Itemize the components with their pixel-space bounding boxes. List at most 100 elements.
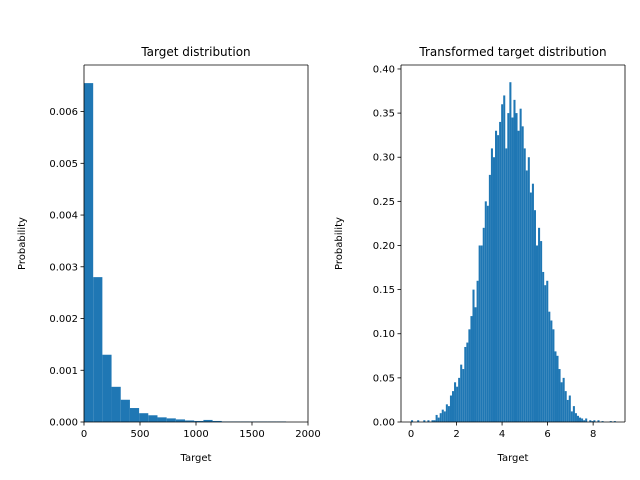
bar (441, 409, 444, 422)
y-axis-label: Probability (334, 217, 345, 270)
bar (93, 277, 103, 422)
bar (554, 351, 557, 422)
bar (439, 413, 442, 422)
bar (589, 420, 592, 422)
x-tick-label: 0 (81, 429, 87, 440)
bar (521, 126, 524, 423)
bar (509, 82, 512, 422)
y-tick-label: 0.004 (49, 211, 78, 222)
bar (499, 121, 502, 422)
bar (513, 99, 516, 422)
bar (102, 354, 112, 422)
chart-title: Target distribution (140, 45, 250, 59)
bar (458, 377, 461, 422)
bar (435, 414, 438, 422)
bar (203, 419, 213, 422)
bar (546, 280, 549, 422)
bar (478, 245, 481, 422)
bar (579, 417, 582, 422)
bar (538, 227, 541, 422)
bar (533, 210, 536, 422)
bar (445, 404, 448, 422)
bar (139, 413, 149, 422)
y-tick-label: 0.006 (49, 107, 78, 118)
bar (437, 417, 440, 422)
bar (166, 418, 176, 422)
bar (517, 130, 520, 423)
bar (129, 408, 140, 422)
bar (566, 399, 569, 422)
x-tick-label: 1500 (239, 429, 264, 440)
bar (576, 415, 580, 422)
y-tick-label: 0.25 (373, 197, 395, 208)
bar (519, 108, 522, 423)
bar (185, 420, 195, 422)
bar (560, 382, 563, 422)
bar (462, 369, 465, 422)
bar (572, 406, 575, 422)
bar (157, 417, 167, 422)
bar (84, 83, 94, 422)
bar (490, 148, 493, 423)
bar (175, 419, 186, 422)
bar (423, 420, 426, 422)
bar (417, 420, 420, 422)
y-tick-label: 0.10 (373, 329, 395, 340)
y-tick-label: 0.000 (49, 418, 78, 429)
y-tick-label: 0.001 (49, 366, 78, 377)
bars (411, 82, 616, 423)
bar (525, 170, 528, 422)
bar (482, 227, 485, 422)
bar (431, 420, 434, 422)
x-tick-label: 1000 (183, 429, 208, 440)
bar (511, 117, 514, 423)
bar (609, 421, 612, 422)
bar (212, 420, 222, 422)
bar (523, 148, 526, 423)
bar (466, 342, 469, 422)
x-tick-label: 0 (408, 429, 414, 440)
bar (548, 311, 551, 422)
bar (591, 421, 594, 422)
bar (194, 420, 204, 422)
bar (148, 415, 158, 422)
bar (564, 391, 567, 422)
bar (503, 95, 506, 422)
y-tick-label: 0.35 (373, 109, 395, 120)
bar (570, 411, 573, 422)
x-axis-label: Target (180, 453, 212, 464)
bar (484, 201, 487, 422)
bar (470, 316, 473, 422)
bar (111, 386, 121, 422)
x-tick-label: 500 (130, 429, 149, 440)
bar (460, 364, 463, 422)
bar (505, 148, 508, 423)
bar (597, 420, 600, 422)
y-tick-label: 0.005 (49, 159, 78, 170)
bar (585, 418, 588, 422)
bar (601, 421, 604, 422)
bar (568, 395, 571, 422)
y-tick-label: 0.20 (373, 241, 395, 252)
bar (443, 411, 446, 422)
bar (531, 183, 534, 422)
bar (527, 157, 530, 422)
bar (464, 346, 467, 422)
bar (558, 369, 561, 422)
bar (556, 355, 559, 422)
bar (550, 320, 553, 422)
y-tick-label: 0.002 (49, 314, 78, 325)
bar (433, 420, 436, 422)
bar (468, 329, 471, 422)
y-tick-label: 0.00 (373, 418, 395, 429)
bar (488, 174, 491, 422)
bar (542, 271, 545, 422)
bar (476, 280, 479, 422)
y-tick-label: 0.05 (373, 373, 395, 384)
bar (492, 157, 496, 422)
y-tick-label: 0.40 (373, 64, 395, 75)
y-tick-label: 0.30 (373, 153, 395, 164)
bar (544, 285, 547, 422)
x-tick-label: 2000 (295, 429, 320, 440)
